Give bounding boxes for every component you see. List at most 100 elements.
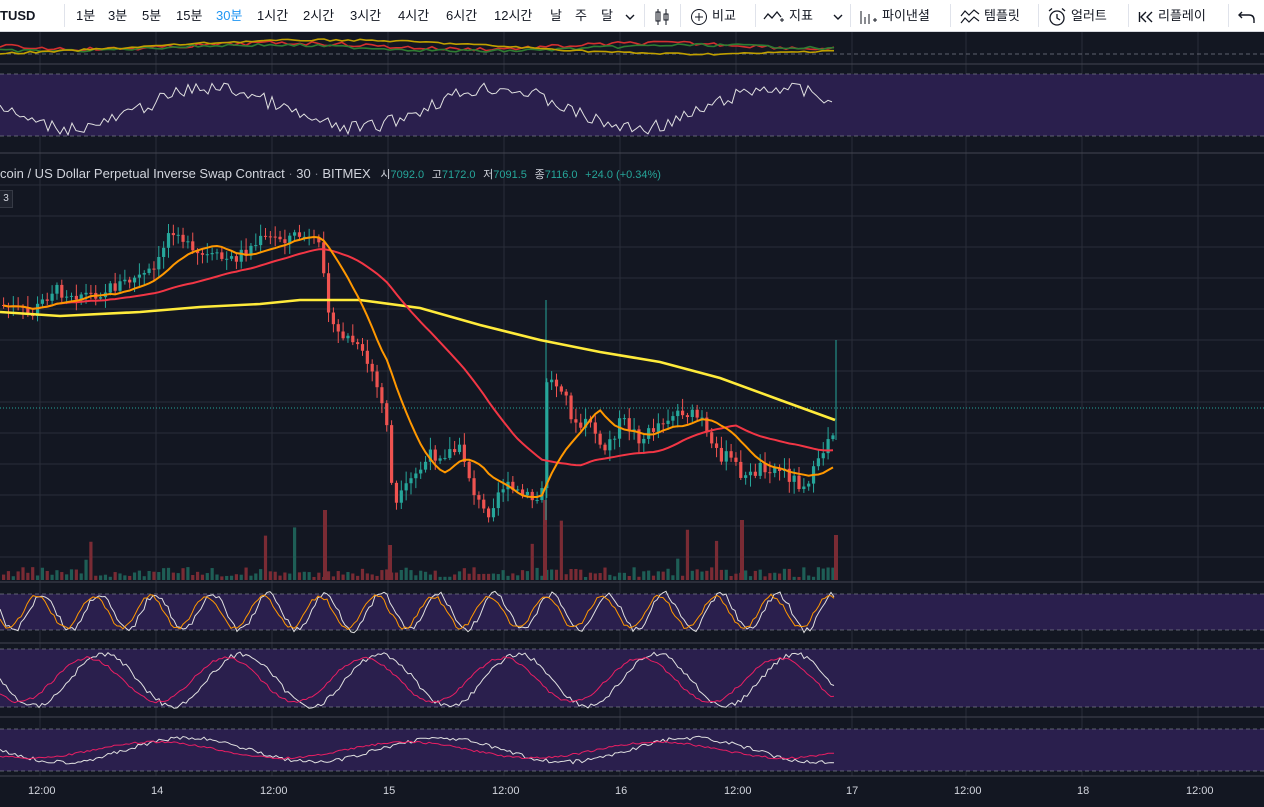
candles-icon — [655, 8, 669, 25]
interval-dropdown[interactable] — [624, 0, 640, 31]
templates-button[interactable]: 템플릿 — [960, 0, 1020, 31]
legend-high-value: 7172.0 — [441, 169, 476, 181]
legend-high-label: 고 — [431, 169, 442, 181]
undo-icon — [1238, 11, 1255, 23]
interval-2h[interactable]: 2시간 — [303, 8, 335, 23]
symbol-search[interactable]: TUSD — [0, 8, 36, 23]
chart-type-button[interactable] — [653, 0, 675, 31]
interval-5m[interactable]: 5분 — [142, 8, 162, 23]
time-axis-label: 12:00 — [28, 785, 56, 797]
interval-3m[interactable]: 3분 — [108, 8, 128, 23]
interval-6h[interactable]: 6시간 — [446, 8, 478, 23]
momentum-pane[interactable] — [0, 728, 1264, 772]
time-axis-label: 17 — [846, 785, 858, 797]
moving-average-fast — [3, 235, 834, 498]
rsi-band — [0, 74, 1264, 136]
undo-button[interactable] — [1238, 0, 1260, 31]
compare-button[interactable]: 비교 — [690, 0, 736, 31]
interval-month[interactable]: 달 — [601, 8, 613, 23]
moving-average-mid — [3, 248, 834, 467]
chevron-down-icon — [833, 14, 843, 20]
time-axis-label: 12:00 — [1186, 785, 1214, 797]
symbol-title: coin / US Dollar Perpetual Inverse Swap … — [0, 166, 285, 181]
stoch-rsi-pane[interactable] — [0, 648, 1264, 709]
replay-button[interactable]: 리플레이 — [1138, 0, 1206, 31]
time-axis-label: 12:00 — [492, 785, 520, 797]
time-axis-label: 14 — [151, 785, 163, 797]
oscillator-line-green — [0, 42, 835, 53]
plus-circle-icon — [691, 8, 707, 25]
legend-low-label: 저 — [483, 169, 494, 181]
time-axis-label: 12:00 — [260, 785, 288, 797]
replay-label: 리플레이 — [1158, 8, 1206, 23]
momentum-line-b — [0, 740, 834, 760]
price-pane[interactable] — [0, 224, 1264, 580]
symbol-legend[interactable]: coin / US Dollar Perpetual Inverse Swap … — [0, 166, 661, 181]
time-axis-label: 15 — [383, 785, 395, 797]
toolbar-divider — [680, 4, 681, 27]
collapse-legend-badge[interactable]: 3 — [0, 190, 13, 208]
stochastic-d-line — [0, 593, 835, 631]
legend-close-label: 종 — [534, 169, 545, 181]
interval-week[interactable]: 주 — [575, 8, 587, 23]
indicators-button[interactable]: 지표 — [763, 0, 813, 31]
interval-1m[interactable]: 1분 — [76, 8, 96, 23]
toolbar-divider — [1228, 4, 1229, 27]
indicators-dropdown[interactable] — [832, 0, 848, 31]
toolbar-divider — [64, 4, 65, 27]
stoch-rsi-d-line — [0, 656, 835, 704]
time-axis-label: 16 — [615, 785, 627, 797]
top-toolbar: TUSD 1분 3분 5분 15분 30분 1시간 2시간 3시간 4시간 6시… — [0, 0, 1264, 32]
oscillator-pane-top[interactable] — [0, 38, 1264, 56]
candlesticks — [2, 224, 837, 523]
toolbar-divider — [950, 4, 951, 27]
volume-bars — [2, 500, 838, 580]
toolbar-divider — [1038, 4, 1039, 27]
chevron-down-icon — [625, 14, 635, 20]
time-axis[interactable]: 12:00 14 12:00 15 12:00 16 12:00 17 12:0… — [28, 785, 1214, 797]
rewind-icon — [1138, 11, 1153, 23]
toolbar-divider — [1128, 4, 1129, 27]
alert-label: 얼러트 — [1071, 8, 1107, 23]
toolbar-divider — [644, 4, 645, 27]
financials-label: 파이낸셜 — [882, 8, 930, 23]
compare-label: 비교 — [712, 8, 736, 23]
alert-button[interactable]: 얼러트 — [1047, 0, 1107, 31]
interval-day[interactable]: 날 — [550, 8, 562, 23]
legend-change: +24.0 (+0.34%) — [585, 169, 661, 181]
interval-3h[interactable]: 3시간 — [350, 8, 382, 23]
stoch-rsi-band — [0, 649, 1264, 707]
stoch-rsi-k-line — [0, 651, 835, 709]
interval-15m[interactable]: 15분 — [176, 8, 203, 23]
moving-average-slow — [0, 298, 836, 422]
momentum-band — [0, 729, 1264, 771]
toolbar-divider — [850, 4, 851, 27]
chart-canvas[interactable]: 12:00 14 12:00 15 12:00 16 12:00 17 12:0… — [0, 32, 1264, 807]
interval-30m[interactable]: 30분 — [216, 8, 243, 23]
financials-icon — [860, 10, 877, 24]
time-axis-label: 12:00 — [724, 785, 752, 797]
interval-1h[interactable]: 1시간 — [257, 8, 289, 23]
legend-low-value: 7091.5 — [493, 169, 527, 181]
time-axis-label: 12:00 — [954, 785, 982, 797]
legend-open-label: 시 — [380, 169, 391, 181]
financials-button[interactable]: 파이낸셜 — [858, 0, 930, 31]
legend-exchange: BITMEX — [322, 166, 371, 181]
toolbar-divider — [755, 4, 756, 27]
templates-label: 템플릿 — [984, 8, 1020, 23]
rsi-pane[interactable] — [0, 73, 1264, 137]
templates-icon — [960, 8, 980, 23]
legend-open-value: 7092.0 — [390, 169, 425, 181]
legend-close-value: 7116.0 — [544, 169, 578, 181]
alarm-clock-icon — [1048, 7, 1066, 26]
interval-4h[interactable]: 4시간 — [398, 8, 430, 23]
stochastic-pane[interactable] — [0, 590, 1264, 634]
indicators-label: 지표 — [789, 8, 813, 23]
indicators-icon — [763, 10, 784, 22]
oscillator-line-yellow — [0, 38, 834, 56]
rsi-line — [0, 82, 833, 137]
interval-12h[interactable]: 12시간 — [494, 8, 533, 23]
stochastic-k-line — [0, 590, 835, 634]
legend-interval: 30 — [296, 166, 311, 181]
time-axis-label: 18 — [1077, 785, 1089, 797]
